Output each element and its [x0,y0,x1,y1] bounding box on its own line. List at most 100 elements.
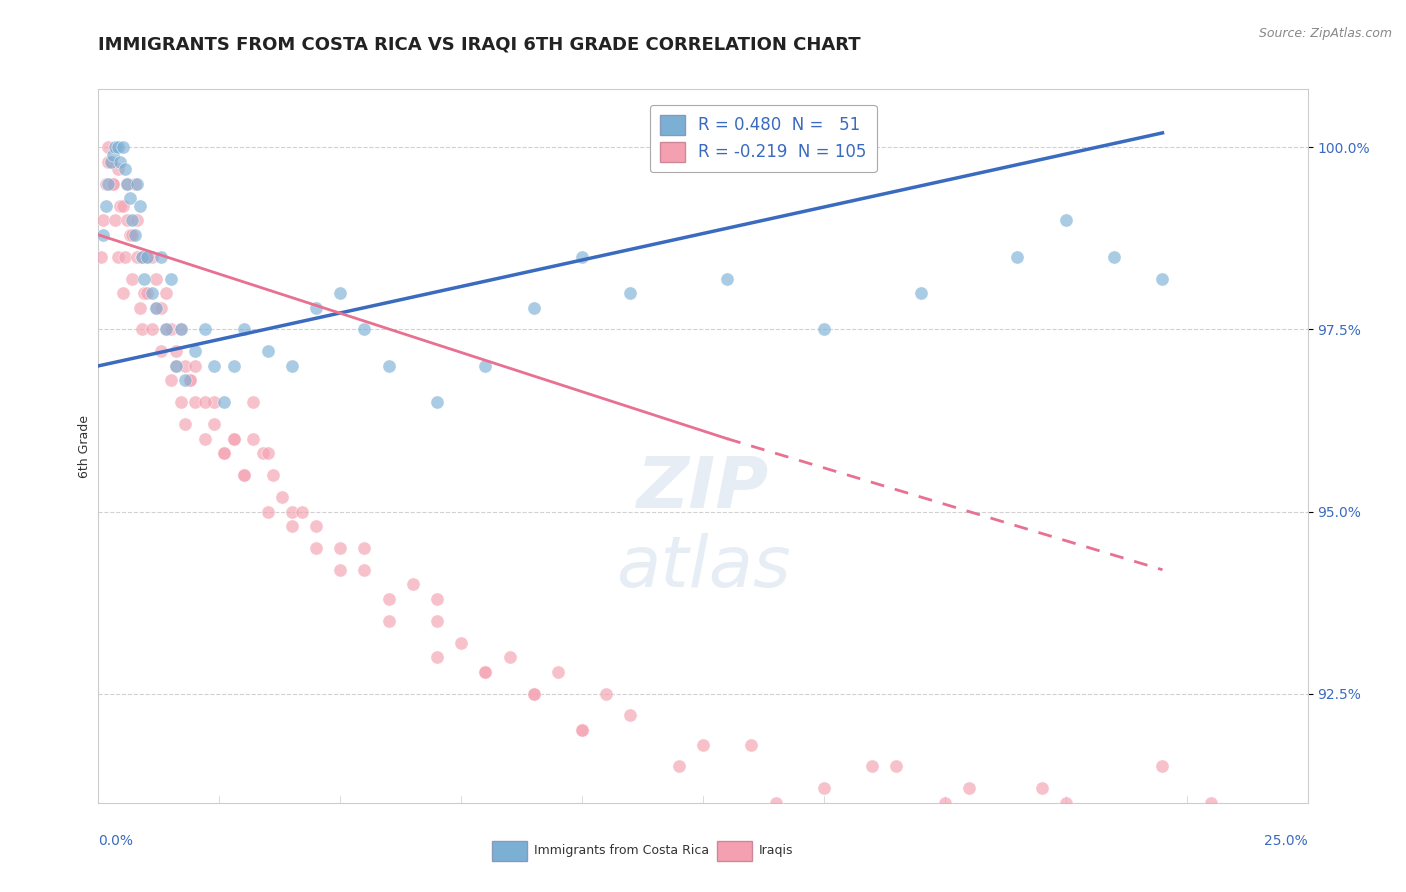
Point [222,359,245,373]
Text: ZIP: ZIP [637,454,769,524]
Point [813,322,835,336]
Point [934,796,956,810]
Point [108,199,131,213]
Point [474,665,496,679]
Legend: R = 0.480  N =   51, R = -0.219  N = 105: R = 0.480 N = 51, R = -0.219 N = 105 [650,104,877,172]
Point [290,504,312,518]
Point [271,490,294,504]
Point [813,781,835,796]
Point [256,504,278,518]
Point [426,614,449,628]
Point [353,563,375,577]
Point [232,322,254,336]
Point [765,796,787,810]
Point [910,286,932,301]
Point [281,519,304,533]
Point [174,374,197,388]
Point [1007,250,1029,264]
Point [194,432,217,446]
Point [141,250,163,264]
Point [131,250,153,264]
Point [252,446,274,460]
Point [232,468,254,483]
Point [222,432,245,446]
Point [474,359,496,373]
Point [141,286,163,301]
Point [668,759,690,773]
Point [111,140,134,154]
Point [281,504,304,518]
Text: atlas: atlas [616,533,790,602]
Point [111,286,134,301]
Point [377,591,399,606]
Point [547,665,569,679]
Point [179,374,201,388]
Point [118,227,141,242]
Point [426,650,449,665]
Point [165,359,187,373]
Point [127,177,149,191]
Point [1152,271,1174,285]
Point [124,227,146,242]
Point [740,738,762,752]
Point [571,723,593,737]
Point [957,781,980,796]
Point [305,541,328,555]
Point [595,687,617,701]
Point [169,395,191,409]
Point [179,374,201,388]
Point [256,446,278,460]
Text: Immigrants from Costa Rica: Immigrants from Costa Rica [534,845,710,857]
Point [118,191,141,205]
Point [155,322,177,336]
Text: IMMIGRANTS FROM COSTA RICA VS IRAQI 6TH GRADE CORRELATION CHART: IMMIGRANTS FROM COSTA RICA VS IRAQI 6TH … [98,36,860,54]
Point [100,155,122,169]
Point [184,395,207,409]
Point [117,177,139,191]
Point [184,359,207,373]
Point [692,738,714,752]
Point [305,519,328,533]
Point [131,250,153,264]
Point [104,140,127,154]
Point [353,322,375,336]
Point [101,177,124,191]
Point [94,177,117,191]
Point [523,301,546,315]
Point [305,301,328,315]
Point [498,650,520,665]
Point [1054,213,1077,227]
Point [242,432,264,446]
Point [174,417,197,432]
Point [160,322,183,336]
Point [150,344,173,359]
Point [329,541,352,555]
Text: Iraqis: Iraqis [759,845,794,857]
Point [107,140,129,154]
Point [131,322,153,336]
Point [155,286,177,301]
Point [212,446,235,460]
Point [450,635,472,649]
Point [127,250,149,264]
Point [145,271,167,285]
Point [1054,796,1077,810]
Point [523,687,546,701]
Point [104,213,127,227]
Point [91,213,114,227]
Point [169,322,191,336]
Point [619,708,641,723]
Point [150,250,173,264]
Text: 0.0%: 0.0% [98,834,134,848]
Point [222,432,245,446]
Point [377,614,399,628]
Point [571,250,593,264]
Point [426,395,449,409]
Point [127,213,149,227]
Point [135,250,157,264]
Point [184,344,207,359]
Point [377,359,399,373]
Point [107,250,129,264]
Text: 25.0%: 25.0% [1264,834,1308,848]
Point [124,177,146,191]
